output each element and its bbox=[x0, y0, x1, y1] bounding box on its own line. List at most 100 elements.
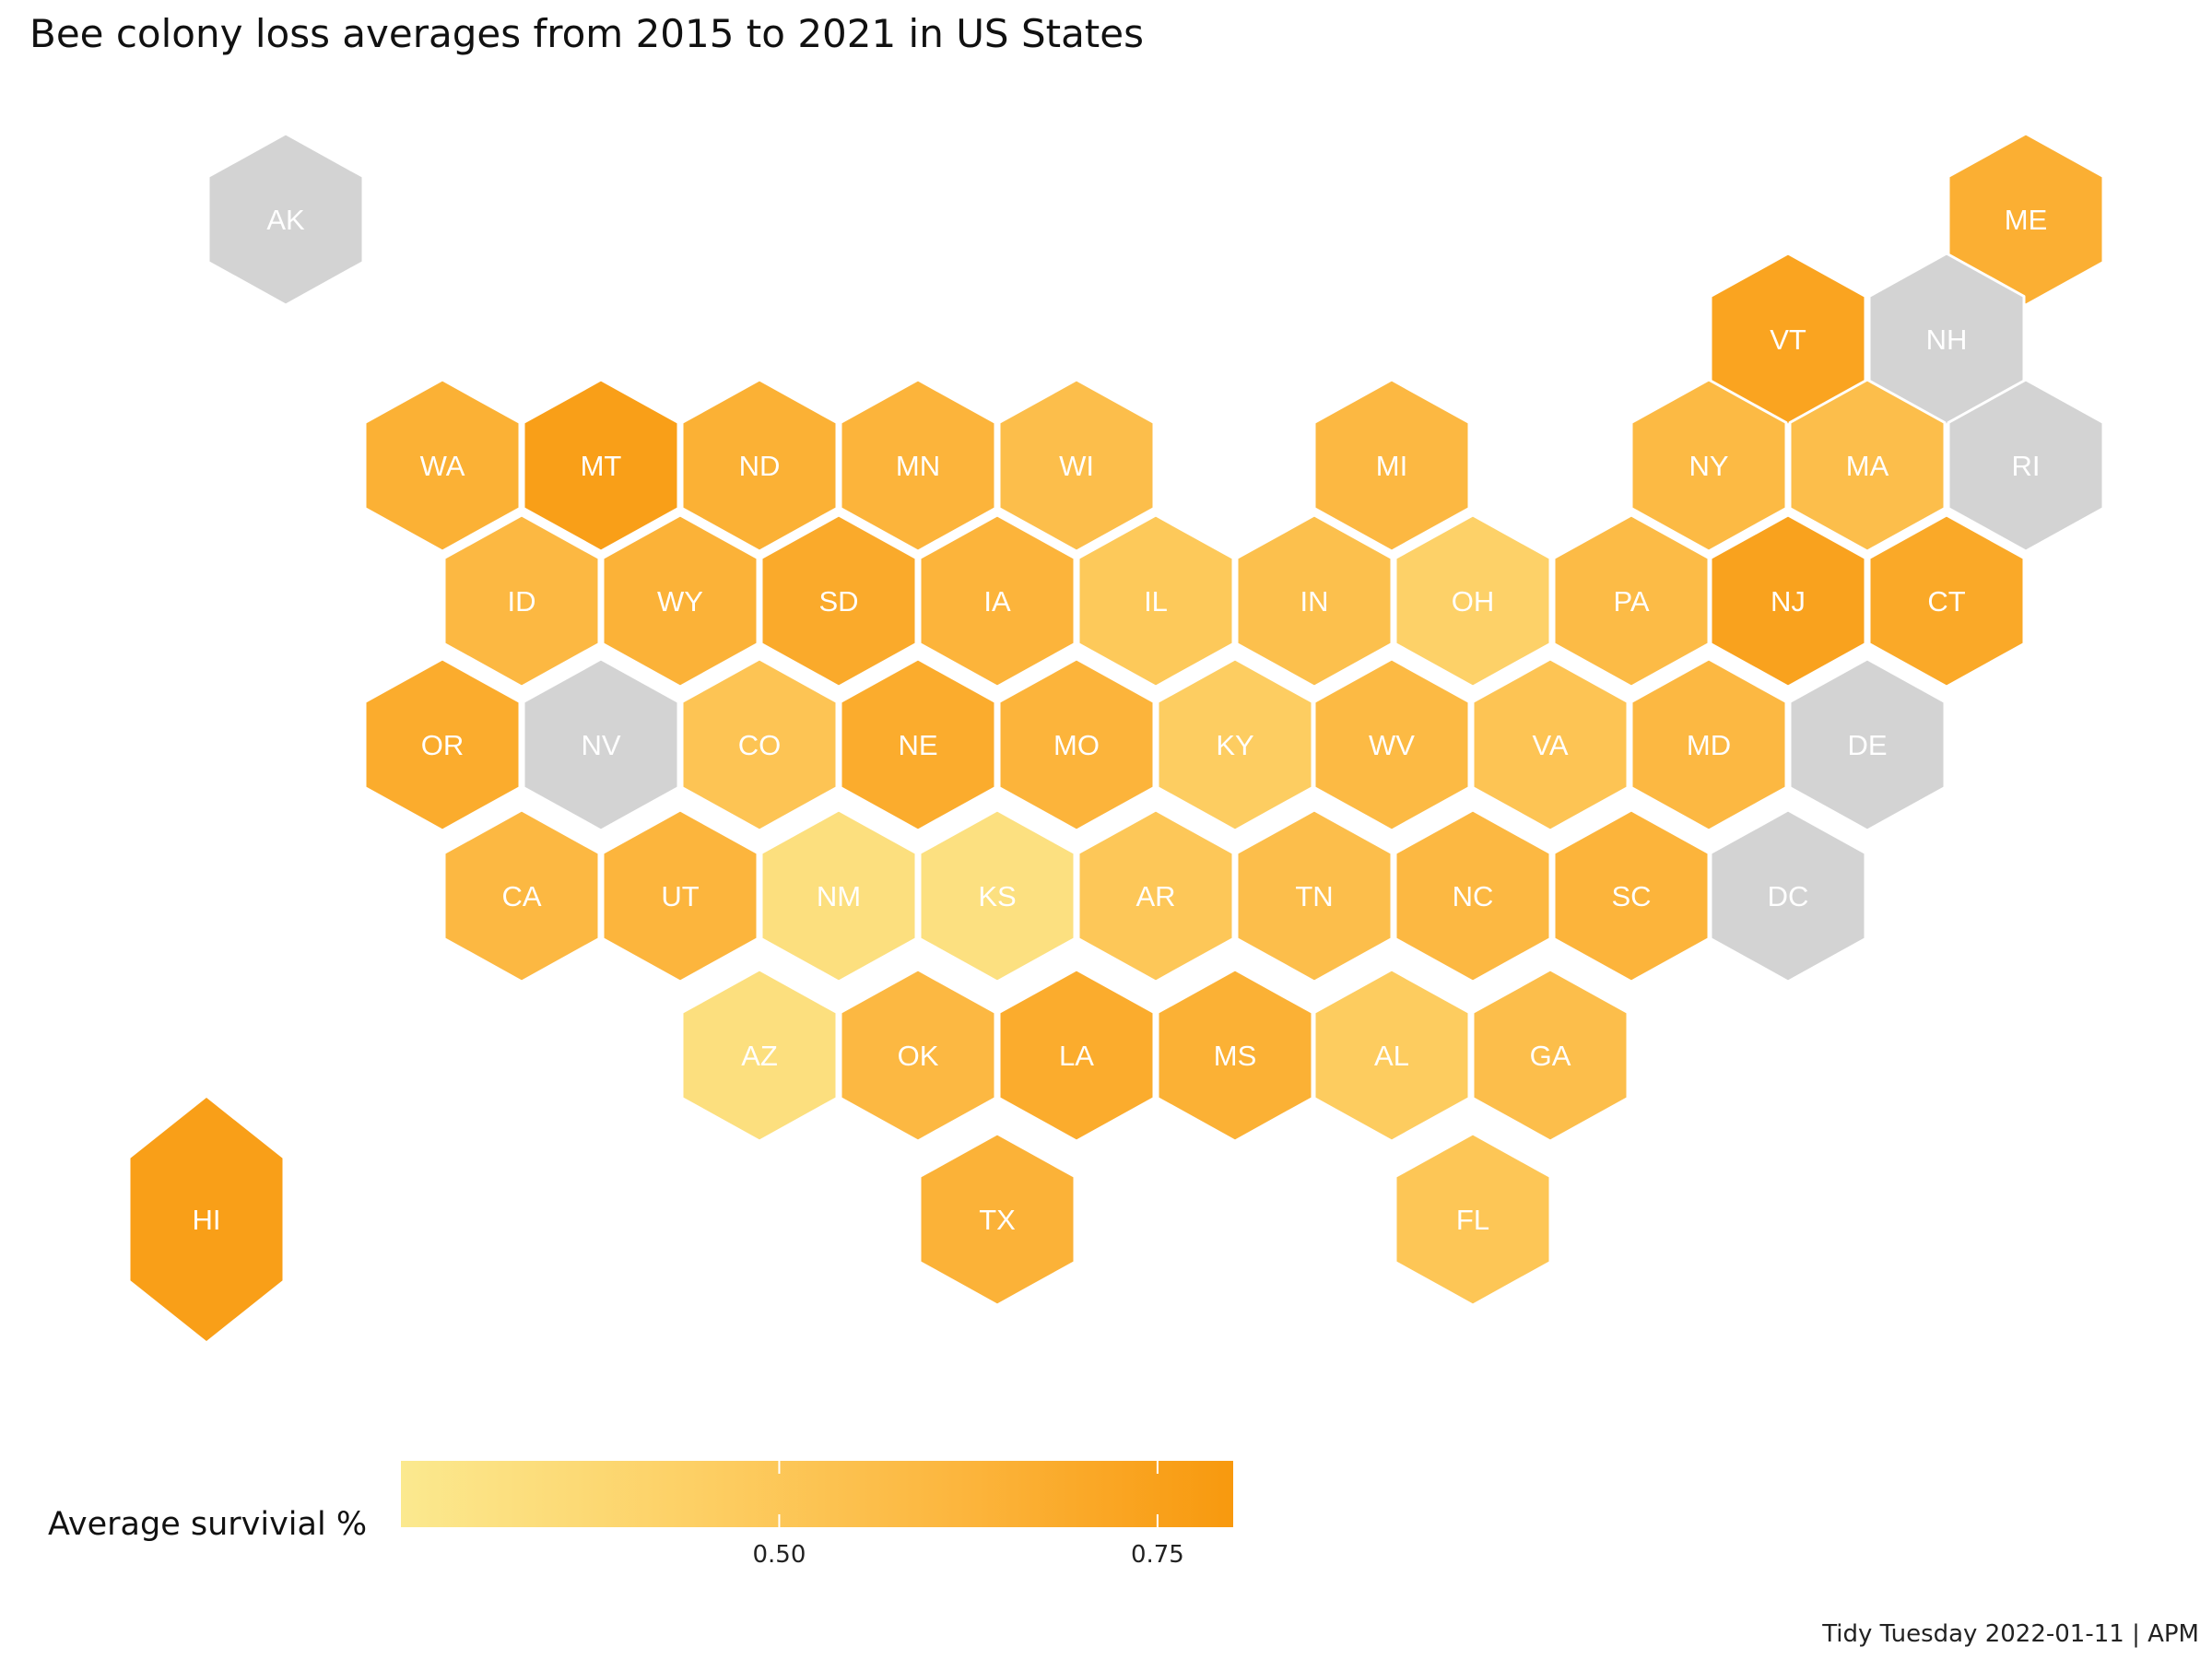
state-label: IN bbox=[1300, 585, 1329, 618]
legend-tick-label: 0.50 bbox=[753, 1541, 806, 1569]
state-label: NC bbox=[1453, 880, 1494, 912]
state-label: HI bbox=[193, 1204, 221, 1236]
state-hex-wi: WI bbox=[997, 378, 1156, 553]
state-hex-ga: GA bbox=[1471, 968, 1630, 1143]
state-hex-ri: RI bbox=[1947, 378, 2105, 553]
state-label: MA bbox=[1846, 450, 1889, 482]
state-label: MS bbox=[1214, 1040, 1257, 1072]
state-label: KS bbox=[978, 880, 1016, 912]
state-hex-nc: NC bbox=[1394, 808, 1552, 983]
state-hex-shape bbox=[1235, 513, 1394, 688]
state-hex-nm: NM bbox=[759, 808, 918, 983]
state-hex-ut: UT bbox=[601, 808, 759, 983]
chart-title: Bee colony loss averages from 2015 to 20… bbox=[29, 11, 1144, 56]
state-hex-shape bbox=[1077, 513, 1235, 688]
state-hex-nv: NV bbox=[522, 657, 680, 832]
state-hex-ma: MA bbox=[1788, 378, 1947, 553]
state-label: ID bbox=[508, 585, 536, 618]
state-hex-shape bbox=[1471, 657, 1630, 832]
legend: Average survivial % 0.50 0.75 bbox=[48, 1461, 1233, 1569]
state-hex-de: DE bbox=[1788, 657, 1947, 832]
state-hex-ne: NE bbox=[839, 657, 997, 832]
state-label: NH bbox=[1926, 324, 1968, 356]
state-hex-shape bbox=[680, 968, 839, 1143]
state-hex-shape bbox=[1867, 513, 2026, 688]
state-hex-shape bbox=[1312, 657, 1471, 832]
state-label: DC bbox=[1768, 880, 1809, 912]
state-label: IA bbox=[983, 585, 1011, 618]
state-hex-wa: WA bbox=[363, 378, 522, 553]
state-label: VT bbox=[1770, 324, 1806, 356]
state-hex-ks: KS bbox=[918, 808, 1077, 983]
state-label: AL bbox=[1374, 1040, 1409, 1072]
state-label: ME bbox=[2005, 204, 2048, 236]
state-label: TX bbox=[979, 1204, 1016, 1236]
state-hex-shape bbox=[442, 808, 601, 983]
state-hex-shape bbox=[997, 968, 1156, 1143]
state-label: TN bbox=[1295, 880, 1333, 912]
state-hex-or: OR bbox=[363, 657, 522, 832]
state-label: WA bbox=[420, 450, 465, 482]
state-hex-tx: TX bbox=[918, 1132, 1077, 1307]
state-hex-shape bbox=[680, 657, 839, 832]
state-hex-az: AZ bbox=[680, 968, 839, 1143]
state-label: MN bbox=[896, 450, 940, 482]
state-hex-shape bbox=[1077, 808, 1235, 983]
state-label: KY bbox=[1216, 729, 1253, 761]
state-label: IL bbox=[1144, 585, 1168, 618]
state-hex-shape bbox=[1788, 657, 1947, 832]
state-hex-shape bbox=[1867, 252, 2026, 427]
state-label: SD bbox=[818, 585, 858, 618]
state-hex-shape bbox=[1394, 808, 1552, 983]
state-label: NY bbox=[1688, 450, 1728, 482]
legend-color-bar bbox=[401, 1461, 1233, 1527]
state-label: RI bbox=[2012, 450, 2041, 482]
state-label: LA bbox=[1059, 1040, 1094, 1072]
state-hex-shape bbox=[1312, 968, 1471, 1143]
state-hex-ct: CT bbox=[1867, 513, 2026, 688]
state-hex-shape bbox=[363, 657, 522, 832]
state-hex-ar: AR bbox=[1077, 808, 1235, 983]
state-hex-shape bbox=[1709, 808, 1867, 983]
state-hex-shape bbox=[1156, 657, 1314, 832]
caption: Tidy Tuesday 2022-01-11 | APM bbox=[1822, 1620, 2199, 1648]
state-hex-ms: MS bbox=[1156, 968, 1314, 1143]
state-label: PA bbox=[1613, 585, 1649, 618]
state-label: CA bbox=[501, 880, 541, 912]
state-hex-sc: SC bbox=[1552, 808, 1711, 983]
state-hex-al: AL bbox=[1312, 968, 1471, 1143]
state-hex-nd: ND bbox=[680, 378, 839, 553]
legend-title: Average survivial % bbox=[48, 1506, 367, 1543]
state-label: AK bbox=[266, 204, 305, 236]
state-hex-shape bbox=[1709, 252, 1867, 427]
state-hex-shape bbox=[1156, 968, 1314, 1143]
state-label: FL bbox=[1456, 1204, 1489, 1236]
state-hex-wv: WV bbox=[1312, 657, 1471, 832]
state-label: NM bbox=[817, 880, 861, 912]
state-label: OH bbox=[1452, 585, 1495, 618]
state-label: WY bbox=[657, 585, 703, 618]
state-hex-il: IL bbox=[1077, 513, 1235, 688]
state-hex-va: VA bbox=[1471, 657, 1630, 832]
state-label: SC bbox=[1611, 880, 1651, 912]
state-label: AZ bbox=[741, 1040, 778, 1072]
state-hex-ok: OK bbox=[839, 968, 997, 1143]
state-label: UT bbox=[661, 880, 699, 912]
state-hex-shape bbox=[839, 378, 997, 553]
state-label: MO bbox=[1053, 729, 1100, 761]
state-hex-pa: PA bbox=[1552, 513, 1711, 688]
state-label: NJ bbox=[1771, 585, 1806, 618]
state-hex-mn: MN bbox=[839, 378, 997, 553]
state-hex-shape bbox=[759, 513, 918, 688]
state-hex-oh: OH bbox=[1394, 513, 1552, 688]
state-label: MD bbox=[1687, 729, 1731, 761]
state-hex-shape bbox=[1709, 513, 1867, 688]
state-hex-nh: NH bbox=[1867, 252, 2026, 427]
state-hex-ia: IA bbox=[918, 513, 1077, 688]
state-hex-tn: TN bbox=[1235, 808, 1394, 983]
state-hex-shape bbox=[1788, 378, 1947, 553]
state-hex-shape bbox=[442, 513, 601, 688]
state-hex-md: MD bbox=[1630, 657, 1788, 832]
state-label: ND bbox=[739, 450, 781, 482]
state-hex-shape bbox=[759, 808, 918, 983]
